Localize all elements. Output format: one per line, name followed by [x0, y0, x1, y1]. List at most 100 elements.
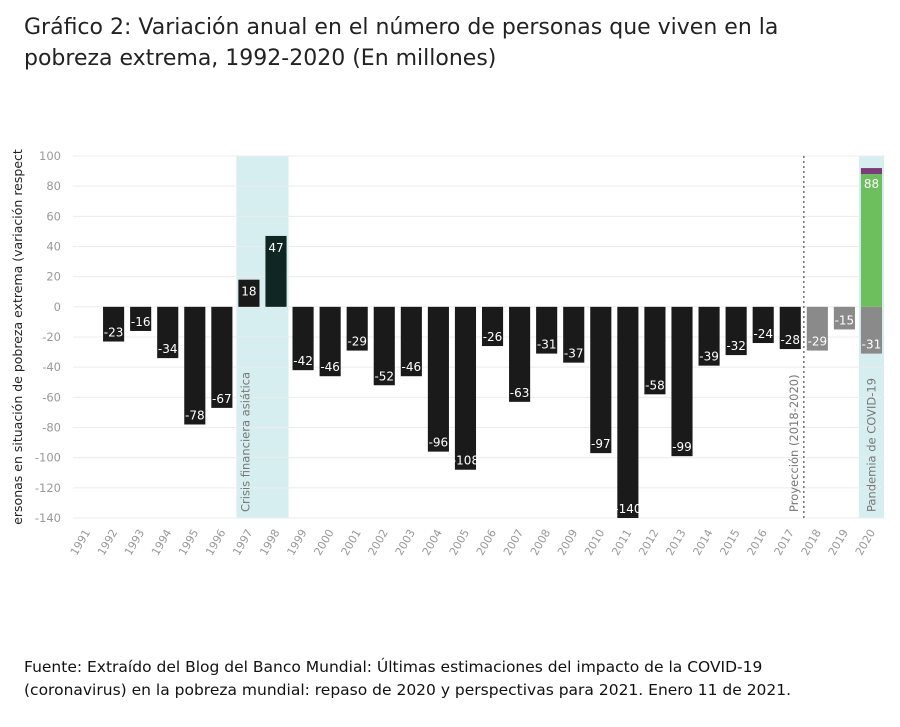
x-tick-label: 1999	[284, 527, 309, 558]
y-tick-label: -20	[42, 330, 61, 344]
x-tick-label: 1995	[176, 527, 201, 558]
x-tick-label: 2011	[609, 527, 634, 558]
bar-2011	[617, 306, 639, 518]
x-tick-label: 2002	[366, 527, 391, 558]
data-label-2014: -39	[699, 350, 719, 364]
x-tick-label: 2020	[853, 527, 878, 558]
y-tick-label: -140	[35, 511, 61, 525]
data-label-1997: 18	[241, 285, 256, 299]
annotation-label-2: Pandemia de COVID-19	[864, 378, 878, 512]
poverty-change-bar-chart: 100 80 60 40 20 0 -20 -40 -60 -80 -100 -120 -140 erso…	[10, 149, 885, 558]
x-tick-label: 2018	[799, 527, 824, 558]
bar-1995	[184, 306, 206, 425]
bar-2020-top-segment	[860, 168, 883, 175]
source-note: Fuente: Extraído del Blog del Banco Mund…	[24, 656, 884, 702]
data-label-2005: -108	[452, 454, 479, 468]
bar-1997	[238, 279, 260, 307]
source-line-1: Fuente: Extraído del Blog del Banco Mund…	[24, 658, 763, 676]
x-tick-label: 2006	[474, 527, 499, 558]
annotation-label-0: Crisis financiera asiática	[238, 372, 252, 512]
x-tick-label: 2008	[528, 527, 553, 558]
x-tick-label: 2015	[717, 527, 742, 558]
source-line-2: (coronavirus) en la pobreza mundial: rep…	[24, 681, 792, 699]
bar-2009	[563, 306, 585, 363]
data-label-2012: -58	[645, 378, 665, 392]
bar-1994	[157, 306, 179, 359]
bar-2004	[427, 306, 449, 452]
data-label-1999: -42	[293, 354, 313, 368]
data-label-1996: -67	[212, 392, 232, 406]
y-tick-label: 0	[54, 300, 61, 314]
x-tick-label: 2016	[745, 527, 770, 558]
bar-2005	[454, 306, 477, 470]
y-tick-label: 20	[46, 270, 61, 284]
y-axis-title: ersonas en situación de pobreza extrema …	[10, 149, 25, 525]
data-label-2006: -26	[483, 330, 503, 344]
data-label-2004: -96	[429, 436, 449, 450]
bar-2018	[806, 306, 828, 351]
x-tick-label: 2017	[772, 527, 797, 558]
bar-2002	[373, 306, 395, 386]
x-tick-label: 2019	[826, 527, 851, 558]
data-label-1993: -16	[131, 315, 151, 329]
y-tick-label: -120	[35, 481, 61, 495]
bar-2007	[509, 306, 531, 402]
bar-1992	[103, 306, 125, 342]
y-tick-label: -80	[42, 421, 61, 435]
data-label-1998: 47	[268, 241, 283, 255]
data-label-2010: -97	[591, 437, 611, 451]
bar-1993	[130, 306, 152, 331]
x-tick-label: 2007	[501, 527, 526, 558]
x-tick-label: 1994	[149, 527, 174, 558]
x-tick-label: 2000	[311, 527, 336, 558]
data-label-2020-increase: 88	[864, 177, 879, 191]
x-tick-label: 2005	[447, 527, 472, 558]
y-tick-label: 100	[39, 149, 61, 163]
x-tick-label: 1991	[68, 527, 93, 558]
data-label-2007: -63	[510, 386, 530, 400]
bar-2000	[319, 306, 341, 377]
bar-2008	[536, 306, 558, 354]
bar-1996	[211, 306, 233, 408]
bar-2019	[833, 306, 855, 330]
data-label-2008: -31	[537, 338, 557, 352]
annotation-label-1: Proyección (2018-2020)	[787, 374, 801, 512]
bar-2015	[725, 306, 747, 356]
bar-2020-increase	[860, 174, 883, 307]
x-tick-label: 2010	[582, 527, 607, 558]
data-label-2020: -31	[862, 338, 882, 352]
bar-2003	[400, 306, 422, 377]
x-tick-label: 1998	[257, 527, 282, 558]
bar-2006	[481, 306, 504, 347]
bar-2001	[346, 306, 368, 351]
y-tick-label: -100	[35, 451, 61, 465]
data-label-2011: -140	[614, 502, 641, 516]
y-tick-label: 80	[46, 179, 61, 193]
data-label-2000: -46	[320, 360, 340, 374]
bar-2012	[644, 306, 666, 395]
data-label-2013: -99	[672, 440, 692, 454]
y-tick-label: -40	[42, 360, 61, 374]
bar-2017	[779, 306, 801, 350]
x-tick-label: 1996	[203, 527, 228, 558]
bar-2016	[752, 306, 774, 344]
bar-2010	[590, 306, 612, 454]
bar-2014	[698, 306, 720, 366]
x-tick-label: 1992	[95, 527, 120, 558]
y-tick-label: 40	[46, 240, 61, 254]
x-tick-label: 2009	[555, 527, 580, 558]
bar-1999	[292, 306, 314, 371]
chart-title-line-2: pobreza extrema, 1992-2020 (En millones)	[24, 46, 497, 71]
data-label-2015: -32	[726, 339, 746, 353]
data-label-2003: -46	[402, 360, 422, 374]
data-label-2009: -37	[564, 347, 584, 361]
chart-title: Gráfico 2: Variación anual en el número …	[24, 12, 884, 74]
y-tick-label: -60	[42, 390, 61, 404]
x-tick-label: 1993	[122, 527, 147, 558]
x-tick-label: 1997	[230, 527, 255, 558]
y-tick-label: 60	[46, 209, 61, 223]
bar-1998	[265, 235, 287, 307]
data-label-2018: -29	[808, 335, 828, 349]
x-tick-label: 2003	[393, 527, 418, 558]
x-tick-label: 2001	[339, 527, 364, 558]
